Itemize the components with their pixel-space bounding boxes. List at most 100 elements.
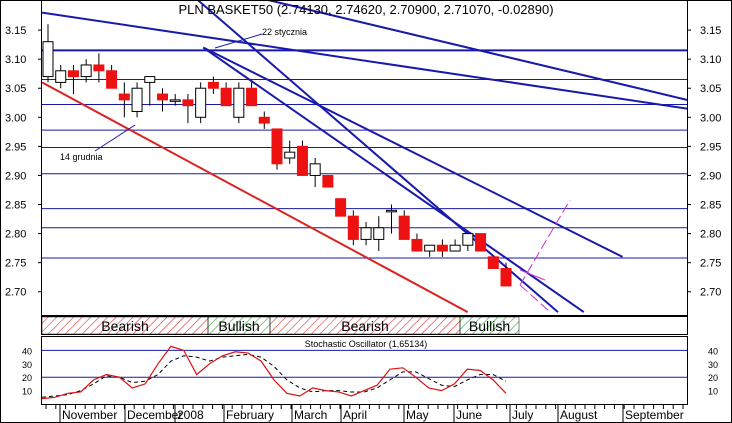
annotation-22-stycznia: 22 stycznia xyxy=(262,27,307,37)
candle-body xyxy=(131,87,143,112)
candle-body xyxy=(309,163,321,176)
candle-body xyxy=(347,215,359,240)
right-tick-label: 2.85 xyxy=(700,200,721,212)
regime-label: Bearish xyxy=(341,318,388,334)
candle-body xyxy=(144,76,156,83)
candle-body xyxy=(475,233,487,252)
oscillator-panel xyxy=(41,336,688,405)
trendlines xyxy=(42,1,687,313)
candle-body xyxy=(106,70,118,89)
candle-body xyxy=(220,87,232,107)
month-label: April xyxy=(343,408,367,422)
candle-body xyxy=(386,209,397,213)
candle-body xyxy=(373,227,385,240)
month-label: September xyxy=(625,408,684,422)
osc-left-tick-label: 20 xyxy=(22,373,32,383)
left-tick-label: 3.00 xyxy=(5,112,26,124)
right-tick-label: 3.15 xyxy=(700,25,721,37)
left-axis-ticks: 3.15 3.10 3.05 3.00 2.95 2.90 2.85 2.80 2.75 2.70 xyxy=(5,25,42,299)
candle-body xyxy=(322,174,334,188)
candle-body xyxy=(118,93,130,101)
month-label: March xyxy=(294,408,327,422)
projection-mid xyxy=(519,269,546,281)
candle-body xyxy=(424,244,436,252)
annotation-22-stycznia-pointer xyxy=(214,33,263,49)
trendline xyxy=(42,11,687,110)
regime-label: Bullish xyxy=(218,318,259,334)
osc-left-tick-label: 30 xyxy=(22,360,32,370)
left-tick-label: 2.95 xyxy=(5,141,26,153)
candle-body xyxy=(55,70,67,83)
candle-body xyxy=(195,87,207,118)
candle-body xyxy=(335,198,347,217)
right-tick-label: 2.90 xyxy=(700,170,721,182)
right-tick-label: 3.10 xyxy=(700,54,721,66)
oscillator-ticks: 40 40 30 30 20 20 10 10 xyxy=(22,346,718,396)
candle-body xyxy=(207,81,219,89)
left-tick-label: 3.10 xyxy=(5,54,26,66)
month-label: February xyxy=(226,408,274,422)
trendline xyxy=(197,1,559,313)
annotation-14-grudnia: 14 grudnia xyxy=(60,152,103,162)
price-panel xyxy=(41,0,688,316)
candle-body xyxy=(80,64,92,78)
osc-right-tick-label: 20 xyxy=(708,373,718,383)
osc-right-tick-label: 10 xyxy=(708,387,718,397)
right-tick-label: 2.95 xyxy=(700,141,721,153)
osc-left-tick-label: 40 xyxy=(22,346,32,356)
month-label: November xyxy=(62,408,117,422)
left-tick-label: 3.15 xyxy=(5,25,26,37)
month-label: July xyxy=(512,408,533,422)
regime-segment xyxy=(459,316,520,335)
oscillator-lines xyxy=(41,345,507,400)
candle-body xyxy=(411,238,423,252)
candle-body xyxy=(67,70,79,78)
left-tick-label: 2.85 xyxy=(5,200,26,212)
regime-label: Bullish xyxy=(469,318,510,334)
left-tick-label: 2.80 xyxy=(5,229,26,241)
regime-segments: Bearish Bullish Bearish Bullish xyxy=(41,316,520,335)
osc-right-tick-label: 40 xyxy=(708,346,718,356)
trendline xyxy=(267,1,687,101)
candle-body xyxy=(233,87,245,118)
left-tick-label: 2.75 xyxy=(5,258,26,270)
left-tick-label: 3.05 xyxy=(5,83,26,95)
candle-body xyxy=(436,244,448,252)
trendline xyxy=(202,46,623,258)
right-tick-label: 2.75 xyxy=(700,258,721,270)
right-tick-label: 2.70 xyxy=(700,287,721,299)
candlesticks xyxy=(42,24,512,287)
candle-body xyxy=(487,256,499,269)
candle-body xyxy=(246,87,258,107)
left-tick-label: 2.90 xyxy=(5,170,26,182)
regime-label: Bearish xyxy=(101,318,148,334)
right-axis-ticks: 3.15 3.10 3.05 3.00 2.95 2.90 2.85 2.80 2.75 2.70 xyxy=(687,25,721,299)
month-label: June xyxy=(456,408,482,422)
trendline xyxy=(202,46,585,313)
candle-body xyxy=(182,99,194,107)
oscillator-title: Stochastic Oscillator (1,65134) xyxy=(305,339,428,349)
candle-body xyxy=(93,64,105,72)
right-tick-label: 2.80 xyxy=(700,229,721,241)
candle-body xyxy=(500,267,512,287)
trendline xyxy=(42,81,469,313)
osc-left-tick-label: 10 xyxy=(22,387,32,397)
candle-body xyxy=(296,145,308,176)
chart-title: PLN BASKET50 (2.74130, 2.74620, 2.70900,… xyxy=(178,2,553,17)
month-label: August xyxy=(560,408,598,422)
oscillator-levels xyxy=(42,349,687,378)
month-label: May xyxy=(406,408,429,422)
left-tick-label: 2.70 xyxy=(5,287,26,299)
candle-body xyxy=(42,41,54,78)
month-label: 2008 xyxy=(177,408,204,422)
projection-down xyxy=(519,284,551,313)
annotation-14-grudnia-pointer xyxy=(94,124,136,152)
right-tick-label: 3.00 xyxy=(700,112,721,124)
candle-body xyxy=(398,215,410,240)
candle-body xyxy=(284,151,296,159)
candle-body xyxy=(271,128,283,165)
oscillator-d-line xyxy=(41,353,507,398)
